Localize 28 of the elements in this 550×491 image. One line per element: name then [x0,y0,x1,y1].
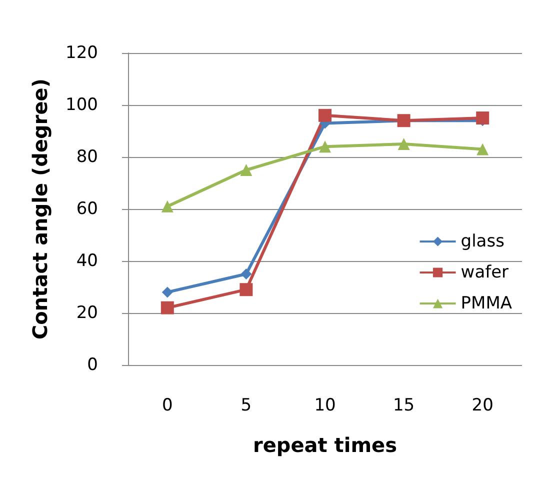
x-axis-title: repeat times [252,433,398,457]
point [240,164,252,176]
point [240,283,253,296]
y-tick-label: 120 [66,43,98,63]
x-tick-label: 5 [240,396,252,416]
point [162,286,173,298]
x-tick-label: 20 [472,396,494,416]
x-tick-label: 0 [162,396,173,416]
point [319,140,331,153]
point [161,200,174,212]
x-tick-label: 15 [392,396,415,416]
y-axis-title: Contact angle (degree) [28,78,52,340]
legend-label: wafer [460,262,509,282]
y-tick-label: 40 [76,251,98,271]
y-tick-label: 20 [76,303,98,323]
legend-label: glass [460,232,505,252]
legend-label: PMMA [460,294,512,314]
y-tick-label: 100 [66,95,98,115]
y-tick-label: 60 [76,199,98,219]
point [476,112,490,124]
y-tick-label: 0 [87,355,98,375]
x-tick-label: 10 [314,396,336,416]
point [476,143,489,156]
y-tick-label: 80 [76,147,98,167]
point [160,301,174,314]
point [318,108,332,122]
point [240,268,252,280]
point [398,138,410,150]
